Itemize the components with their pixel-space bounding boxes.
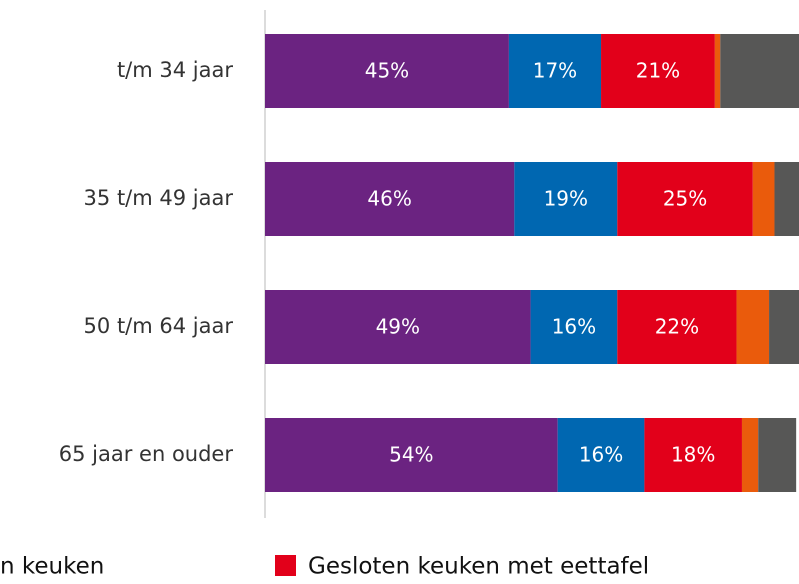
bar-segment (617, 162, 753, 236)
value-label: 16% (579, 443, 623, 467)
y-tick-label: 65 jaar en ouder (59, 442, 234, 466)
y-tick-label: 50 t/m 64 jaar (84, 314, 234, 338)
value-label: 21% (636, 59, 680, 83)
value-label: 54% (389, 443, 433, 467)
value-label: 18% (671, 443, 715, 467)
value-label: 25% (663, 187, 707, 211)
legend-label: n keuken (0, 554, 104, 580)
bar-segment (265, 418, 558, 492)
bar-segment (265, 290, 531, 364)
bar-segment (530, 290, 618, 364)
bar-segment (769, 290, 799, 364)
bar-segment (617, 290, 737, 364)
bar-segment (736, 290, 770, 364)
bar-segment (714, 34, 721, 108)
bar-segment (758, 418, 797, 492)
bar-segment (265, 34, 509, 108)
value-label: 49% (376, 315, 420, 339)
bar-segment (720, 34, 799, 108)
legend-label: Gesloten keuken met eettafel (308, 554, 649, 580)
value-label: 16% (552, 315, 596, 339)
value-label: 45% (365, 59, 409, 83)
y-tick-label: t/m 34 jaar (117, 58, 233, 82)
value-label: 17% (533, 59, 577, 83)
value-label: 22% (655, 315, 699, 339)
bar-segment (601, 34, 715, 108)
y-tick-label: 35 t/m 49 jaar (84, 186, 234, 210)
legend-swatch (275, 555, 296, 576)
value-label: 46% (367, 187, 411, 211)
bar-segment (508, 34, 602, 108)
bar-segment (514, 162, 618, 236)
bar-segment (741, 418, 759, 492)
bar-segment (557, 418, 645, 492)
bar-segment (774, 162, 799, 236)
bar-segment (752, 162, 775, 236)
value-label: 19% (544, 187, 588, 211)
bar-segment (644, 418, 742, 492)
bar-segment (265, 162, 515, 236)
